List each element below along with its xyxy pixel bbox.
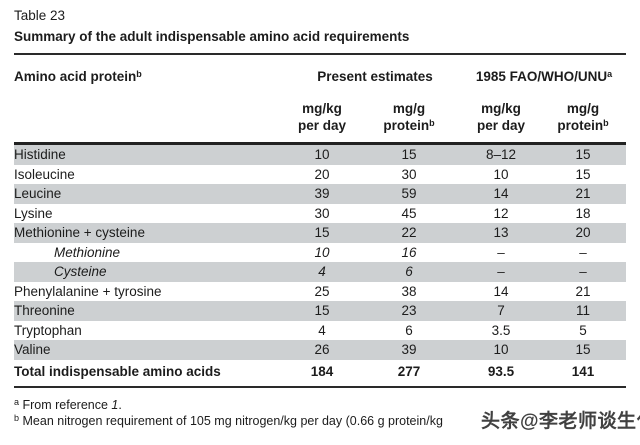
footnote-marker-b: b [429,118,435,128]
title-divider [14,53,626,55]
unit-header-fao-mgkg: mg/kg per day [476,101,526,133]
present-estimates-group-header: Present estimates [317,69,433,84]
footnotes: a From reference 1. b Mean nitrogen requ… [14,397,626,430]
header-divider [14,142,626,145]
table-row-methionine: Methionine 10 16 – – [54,244,587,260]
footnote-b: b Mean nitrogen requirement of 105 mg ni… [14,413,443,429]
unit-header-present-mgkg: mg/kg per day [297,101,347,133]
table-row-valine: Valine 26 39 10 15 [14,340,626,360]
reference-number: 1 [111,397,119,412]
unit-header-row: mg/kg per day mg/g proteinb mg/kg per da… [14,100,626,134]
table-row-phenylalanine-tyrosine: Phenylalanine + tyrosine 25 38 14 21 [14,283,591,299]
table-row-total: Total indispensable amino acids 184 277 … [14,363,595,379]
amino-acid-column-header: Amino acid proteinb [14,69,142,84]
table-bottom-divider [14,385,626,388]
table-row-cysteine: Cysteine 4 6 – – [14,262,626,282]
table-title: Summary of the adult indispensable amino… [14,29,410,44]
footnote-marker-b: b [136,69,142,79]
table-row-tryptophan: Tryptophan 4 6 3.5 5 [14,322,587,338]
table-row-methionine-cysteine: Methionine + cysteine 15 22 13 20 [14,223,626,243]
table-row-threonine: Threonine 15 23 7 11 [14,301,626,321]
table-row-isoleucine: Isoleucine 20 30 10 15 [14,166,591,182]
column-group-header-row: Amino acid proteinb Present estimates 19… [14,69,626,84]
table-row-histidine: Histidine 10 15 8–12 15 [14,145,626,165]
table-number-label: Table 23 [14,8,66,23]
fao-who-unu-group-header: 1985 FAO/WHO/UNUa [475,69,613,84]
watermark-text: 头条@李老师谈生化 [481,411,640,432]
table-body: Histidine 10 15 8–12 15 Isoleucine 20 30… [14,145,626,383]
document-page: Table 23 Summary of the adult indispensa… [14,8,626,430]
footnote-marker-a: a [607,69,613,79]
footnote-marker-b: b [603,118,609,128]
unit-header-fao-mgg: mg/g proteinb [557,101,609,133]
unit-header-present-mgg: mg/g proteinb [383,101,435,133]
table-row-lysine: Lysine 30 45 12 18 [14,205,591,221]
table-row-leucine: Leucine 39 59 14 21 [14,184,626,204]
footnote-a: a From reference 1. [14,396,122,412]
